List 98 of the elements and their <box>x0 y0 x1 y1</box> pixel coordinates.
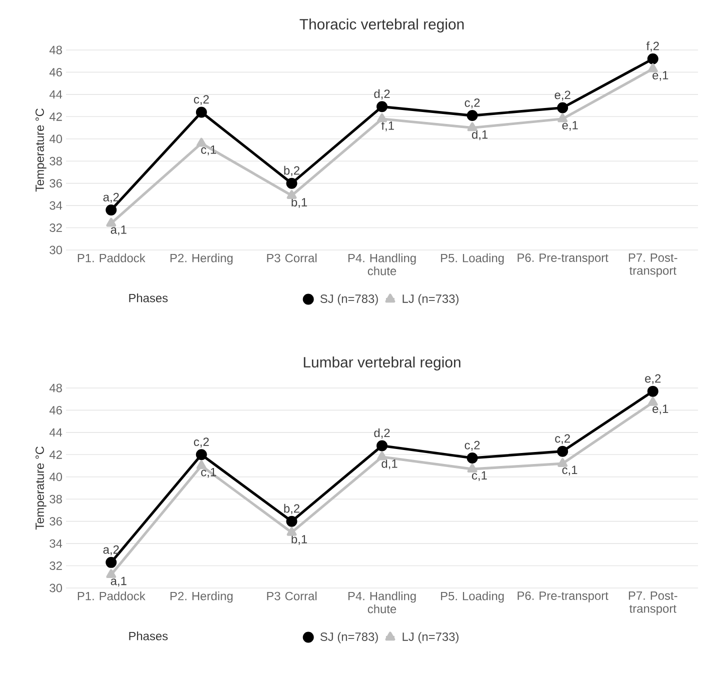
point <box>647 53 658 64</box>
y-tick-label: 32 <box>50 224 62 232</box>
legend-label: SJ (n=783) <box>320 632 378 644</box>
x-tick-label: P7. Post-transport <box>628 592 678 616</box>
point <box>377 451 387 460</box>
point <box>376 440 388 452</box>
annotation: b,2 <box>284 504 300 514</box>
point <box>286 178 298 189</box>
x-tick-label: P1. Paddock <box>78 254 146 262</box>
point <box>467 122 478 132</box>
point <box>558 458 568 467</box>
annotation: e,1 <box>562 121 578 131</box>
point <box>196 460 206 470</box>
y-tick-label: 40 <box>49 472 62 482</box>
legend-label: SJ (n=783) <box>320 294 378 306</box>
x-tick-label: P4. Handling chute <box>348 592 416 614</box>
annotation: d,1 <box>472 130 488 140</box>
point <box>196 449 207 460</box>
x-tick-label: P4. Handling chute <box>348 254 416 276</box>
annotation: e,1 <box>652 71 668 81</box>
chart-title: Thoracic vertebral region <box>300 18 464 32</box>
annotation: c,1 <box>562 466 578 476</box>
annotation: a,1 <box>110 226 126 236</box>
y-tick-label: 42 <box>49 450 62 459</box>
y-tick-label: 32 <box>50 562 62 570</box>
point <box>106 218 116 227</box>
x-tick-label: P3 Corral <box>267 254 316 262</box>
point <box>286 516 298 527</box>
chart-title: Lumbar vertebral region <box>304 356 460 370</box>
annotation: c,1 <box>472 471 487 482</box>
point <box>648 63 658 72</box>
annotation: a,1 <box>110 576 126 587</box>
annotation: e,2 <box>554 90 570 101</box>
point <box>196 106 207 118</box>
x-tick-label: P3 Corral <box>267 592 316 600</box>
legend-label: LJ (n=733) <box>402 294 458 306</box>
point <box>647 386 658 397</box>
y-tick-label: 42 <box>49 112 62 121</box>
x-tick-label: P2. Herding <box>170 254 233 265</box>
x-tick-label: P6. Pre-transport <box>518 254 608 264</box>
point <box>377 113 387 122</box>
y-axis-title: Temperature °C <box>36 108 46 192</box>
annotation: b,1 <box>292 198 307 208</box>
annotation: a,2 <box>103 192 119 203</box>
y-tick-label: 46 <box>49 68 62 76</box>
y-tick-label: 48 <box>49 46 62 54</box>
point <box>648 396 658 406</box>
y-tick-label: 40 <box>49 134 62 144</box>
annotation: d,2 <box>374 89 390 100</box>
y-tick-label: 34 <box>50 201 62 210</box>
point <box>196 138 206 147</box>
legend-label: LJ (n=733) <box>402 632 458 644</box>
point <box>467 464 478 472</box>
point <box>466 452 478 464</box>
y-tick-label: 44 <box>49 90 62 99</box>
x-tick-label: P7. Post-transport <box>628 254 678 278</box>
y-tick-label: 30 <box>50 584 62 592</box>
x-tick-label: P5. Loading <box>441 592 504 603</box>
y-tick-label: 48 <box>49 384 62 392</box>
y-tick-label: 34 <box>50 539 62 548</box>
annotation: d,2 <box>374 428 390 439</box>
x-axis-title: Phases <box>129 632 168 640</box>
y-tick-label: 46 <box>49 406 62 414</box>
y-tick-label: 38 <box>50 494 62 504</box>
annotation: b,2 <box>284 166 300 176</box>
annotation: e,2 <box>645 374 661 384</box>
annotation: c,2 <box>464 440 480 451</box>
x-tick-label: P5. Loading <box>441 254 504 265</box>
annotation: b,1 <box>292 534 307 545</box>
annotation: c,2 <box>194 95 209 106</box>
y-tick-label: 38 <box>50 156 62 166</box>
annotation: c,2 <box>194 438 209 448</box>
point <box>106 204 117 216</box>
point <box>286 190 297 199</box>
annotation: c,2 <box>464 98 480 108</box>
annotation: d,1 <box>382 459 398 470</box>
annotation: a,2 <box>103 545 119 556</box>
point <box>286 526 297 536</box>
x-tick-label: P1. Paddock <box>78 592 146 600</box>
point <box>558 113 568 122</box>
point <box>376 101 388 112</box>
x-tick-label: P2. Herding <box>170 592 233 603</box>
point <box>106 556 117 568</box>
annotation: c,2 <box>555 434 570 444</box>
y-tick-label: 36 <box>50 179 62 188</box>
y-tick-label: 30 <box>50 246 62 254</box>
x-tick-label: P6. Pre-transport <box>518 592 608 602</box>
annotation: f,2 <box>646 41 659 52</box>
y-tick-label: 36 <box>50 517 62 526</box>
annotation: c,1 <box>201 146 216 156</box>
annotation: c,1 <box>201 468 216 478</box>
annotation: e,1 <box>652 404 668 414</box>
y-tick-label: 44 <box>49 428 62 437</box>
point <box>557 102 568 114</box>
point <box>466 110 478 122</box>
point <box>557 446 568 457</box>
x-axis-title: Phases <box>129 294 168 302</box>
y-axis-title: Temperature °C <box>36 446 46 530</box>
